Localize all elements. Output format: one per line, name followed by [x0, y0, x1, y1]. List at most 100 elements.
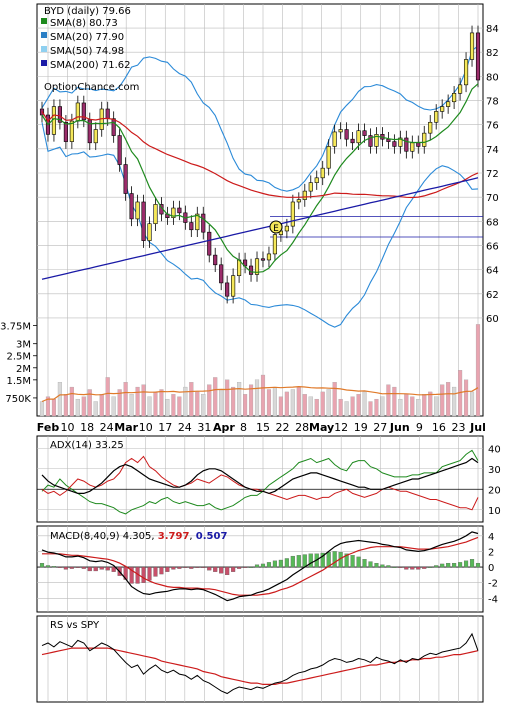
earnings-marker: E — [269, 220, 283, 234]
volume-bar — [475, 324, 481, 417]
volume-bar — [93, 401, 98, 417]
candle-body — [392, 141, 397, 147]
macd-histogram-bar — [69, 566, 74, 569]
candle-body — [302, 190, 307, 200]
macd-tick-label: -2 — [488, 579, 498, 590]
candle-body — [452, 92, 457, 103]
macd-histogram-bar — [290, 555, 295, 568]
volume-bar — [57, 382, 62, 417]
volume-bar — [123, 382, 128, 417]
candle-body — [189, 222, 194, 231]
price-panel: 84 82 80 78 76 74 72 70 68 66 64 62 60 3.75M 3M2.5M2M… — [0, 3, 499, 417]
x-tick-label: Mar — [114, 421, 138, 434]
macd-panel: 4 2 0 -2 -4 MACD(8,40,9) 4.305, 3.797, 0.507 — [36, 525, 498, 613]
volume-bar — [272, 386, 277, 417]
macd-line — [41, 531, 479, 602]
volume-bar — [69, 386, 74, 417]
macd-histogram-bar — [81, 566, 86, 569]
volume-tick-label: 2.5M — [6, 352, 31, 363]
macd-histogram-bar — [350, 555, 355, 568]
volume-bar — [260, 374, 266, 417]
candle-body — [440, 106, 445, 112]
macd-axis: 4 2 0 -2 -4 — [488, 532, 498, 605]
volume-bar — [422, 394, 427, 417]
volume-bar — [434, 396, 439, 417]
volume-bar — [284, 391, 289, 417]
legend-label: SMA(20) 77.90 — [50, 32, 124, 43]
x-tick-label: 28 — [295, 421, 309, 434]
macd-histogram-bar — [213, 566, 218, 572]
candle-body — [386, 138, 391, 142]
volume-bar — [63, 394, 68, 417]
candlesticks — [39, 25, 481, 304]
macd-tick-label: -4 — [488, 594, 498, 605]
macd-histogram-bar — [207, 566, 212, 571]
volume-bars — [39, 324, 481, 417]
volume-bar — [177, 396, 182, 417]
candle-body — [63, 121, 68, 142]
sma-200-line — [41, 177, 479, 280]
macd-histogram-bar — [284, 558, 289, 568]
bollinger-bands — [41, 45, 479, 328]
candle-body — [368, 135, 373, 147]
rs-line — [41, 632, 479, 695]
macd-histogram-bar — [278, 559, 283, 568]
volume-bar — [201, 394, 206, 417]
macd-histogram-bar — [111, 566, 116, 572]
candle-body — [135, 201, 140, 220]
sma-8-line — [41, 83, 479, 273]
x-tick-label: Jun — [389, 421, 410, 434]
macd-title-text: MACD(8,40,9) 4.305, — [50, 531, 155, 542]
macd-histogram-bar — [195, 566, 200, 568]
adx-line — [41, 457, 479, 495]
macd-histogram-bar — [469, 559, 475, 568]
x-tick-label: Jul — [469, 421, 486, 434]
di-minus-line — [41, 455, 479, 511]
price-tick-label: 64 — [486, 266, 499, 277]
macd-lines — [41, 531, 479, 602]
rs-lines — [41, 632, 479, 695]
candle-body — [422, 132, 427, 147]
macd-histogram-bar — [183, 566, 188, 568]
legend-label: SMA(200) 71.62 — [50, 60, 131, 71]
volume-bar — [266, 389, 272, 417]
macd-histogram-bar — [254, 564, 260, 568]
macd-histogram-bar — [446, 562, 451, 568]
volume-bar — [207, 384, 212, 417]
volume-bar — [219, 389, 224, 417]
macd-histogram-bar — [302, 554, 307, 568]
price-tick-label: 68 — [486, 217, 499, 228]
x-tick-label: 27 — [373, 421, 387, 434]
candle-body — [111, 118, 116, 136]
candle-body — [314, 177, 319, 183]
legend-label: SMA(50) 74.98 — [50, 46, 124, 57]
volume-bar — [452, 386, 457, 417]
candle-body — [231, 275, 236, 297]
candle-body — [290, 201, 295, 227]
candle-body — [356, 130, 361, 144]
volume-bar — [446, 382, 451, 417]
volume-tick-label: 2M — [16, 364, 31, 375]
volume-bar — [344, 401, 349, 417]
candle-body — [308, 182, 313, 192]
candle-body — [326, 146, 331, 169]
volume-tick-label: 750K — [5, 394, 31, 405]
macd-histogram-bar — [344, 553, 349, 568]
rs-title: RS vs SPY — [50, 620, 100, 631]
candle-body — [272, 234, 277, 255]
macd-histogram-bar — [356, 556, 361, 568]
macd-histogram-bar — [45, 565, 51, 568]
volume-bar — [129, 394, 134, 417]
macd-histogram-bar — [225, 566, 230, 576]
legend-label: SMA(8) 80.73 — [50, 18, 118, 29]
volume-bar — [225, 379, 230, 417]
candle-body — [75, 102, 80, 122]
candle-body — [254, 258, 260, 275]
volume-bar — [195, 391, 200, 417]
macd-histogram-bar — [231, 566, 236, 572]
volume-bar — [159, 389, 164, 417]
adx-panel: 40 30 20 10 ADX(14) 33.25 — [36, 435, 501, 523]
volume-bar — [302, 394, 307, 417]
volume-bar — [338, 398, 343, 417]
price-tick-label: 70 — [486, 193, 499, 204]
